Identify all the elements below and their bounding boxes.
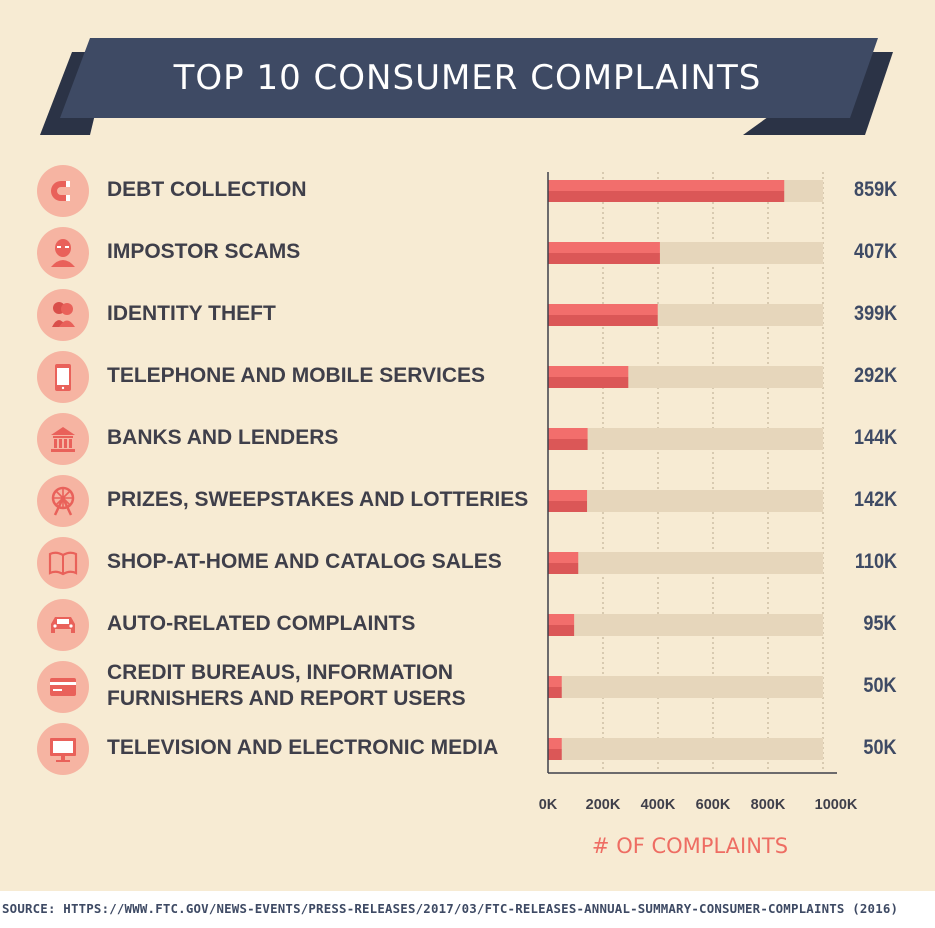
bar-track-5 — [548, 490, 823, 512]
x-tick-label-4: 800K — [751, 797, 786, 813]
category-row: TELEPHONE AND MOBILE SERVICES 292K — [0, 348, 935, 404]
bar-8-top — [548, 676, 562, 687]
credit-card-icon — [37, 661, 89, 713]
source-text: SOURCE: HTTPS://WWW.FTC.GOV/NEWS-EVENTS/… — [2, 901, 899, 916]
category-label: TELEPHONE AND MOBILE SERVICES — [107, 364, 486, 387]
bar-2-top — [548, 304, 658, 315]
bar-track-9 — [548, 738, 823, 760]
bar-value-label: 50K — [863, 736, 897, 759]
bar-value-label: 50K — [863, 674, 897, 697]
category-row: IDENTITY THEFT 399K — [0, 286, 935, 342]
chart-title: TOP 10 CONSUMER COMPLAINTS — [173, 58, 762, 98]
bar-3 — [548, 377, 629, 388]
car-icon — [37, 599, 89, 651]
bar-track-7 — [548, 614, 823, 636]
bar-0 — [548, 191, 785, 202]
x-tick-label-0: 0K — [539, 797, 558, 813]
category-label: AUTO-RELATED COMPLAINTS — [107, 612, 416, 635]
bar-2 — [548, 315, 658, 326]
two-people-icon — [37, 289, 89, 341]
category-row: AUTO-RELATED COMPLAINTS 95K — [0, 596, 935, 652]
mobile-phone-icon — [37, 351, 89, 403]
bar-value-label: 95K — [863, 612, 897, 635]
category-row: SHOP-AT-HOME AND CATALOG SALES 110K — [0, 534, 935, 590]
bar-value-label: 110K — [854, 550, 897, 573]
category-row: CREDIT BUREAUS, INFORMATION FURNISHERS A… — [0, 658, 935, 714]
category-label: IMPOSTOR SCAMS — [107, 240, 301, 263]
x-tick-label-2: 400K — [641, 797, 676, 813]
bar-value-label: 399K — [853, 302, 897, 325]
magnet-icon — [37, 165, 89, 217]
bar-value-label: 859K — [853, 178, 897, 201]
source-footer: SOURCE: HTTPS://WWW.FTC.GOV/NEWS-EVENTS/… — [0, 891, 935, 928]
bar-1-top — [548, 242, 660, 253]
category-label: IDENTITY THEFT — [107, 302, 276, 325]
prize-wheel-icon — [37, 475, 89, 527]
bar-5 — [548, 501, 588, 512]
bar-value-label: 407K — [853, 240, 897, 263]
masked-person-icon — [37, 227, 89, 279]
bar-9-top — [548, 738, 562, 749]
bar-4-top — [548, 428, 588, 439]
category-label: TELEVISION AND ELECTRONIC MEDIA — [107, 736, 499, 759]
category-row: BANKS AND LENDERS 144K — [0, 410, 935, 466]
bar-track-6 — [548, 552, 823, 574]
bar-7-top — [548, 614, 575, 625]
category-label: BANKS AND LENDERS — [107, 426, 339, 449]
bar-4 — [548, 439, 588, 450]
category-label: SHOP-AT-HOME AND CATALOG SALES — [107, 550, 502, 573]
category-label: CREDIT BUREAUS, INFORMATION FURNISHERS A… — [107, 661, 466, 710]
bar-track-8 — [548, 676, 823, 698]
bar-value-label: 142K — [853, 488, 897, 511]
bank-icon — [37, 413, 89, 465]
x-axis-title: # OF COMPLAINTS — [591, 834, 789, 858]
category-row: IMPOSTOR SCAMS 407K — [0, 224, 935, 280]
x-tick-label-5: 1000K — [815, 797, 858, 813]
bar-0-top — [548, 180, 785, 191]
bar-6-top — [548, 552, 579, 563]
category-label: DEBT COLLECTION — [107, 178, 307, 201]
bar-6 — [548, 563, 579, 574]
open-book-icon — [37, 537, 89, 589]
category-label: PRIZES, SWEEPSTAKES AND LOTTERIES — [107, 488, 529, 511]
bar-7 — [548, 625, 575, 636]
bar-1 — [548, 253, 660, 264]
banner-front — [60, 38, 878, 118]
bar-track-4 — [548, 428, 823, 450]
x-tick-label-1: 200K — [586, 797, 621, 813]
bar-3-top — [548, 366, 629, 377]
bar-value-label: 292K — [853, 364, 897, 387]
bar-5-top — [548, 490, 588, 501]
television-icon — [37, 723, 89, 775]
bar-8 — [548, 687, 562, 698]
category-row: TELEVISION AND ELECTRONIC MEDIA 50K — [0, 720, 935, 776]
title-banner — [40, 38, 893, 135]
category-row: DEBT COLLECTION 859K — [0, 162, 935, 218]
category-row: PRIZES, SWEEPSTAKES AND LOTTERIES 142K — [0, 472, 935, 528]
x-tick-label-3: 600K — [696, 797, 731, 813]
bar-9 — [548, 749, 562, 760]
bar-value-label: 144K — [853, 426, 897, 449]
